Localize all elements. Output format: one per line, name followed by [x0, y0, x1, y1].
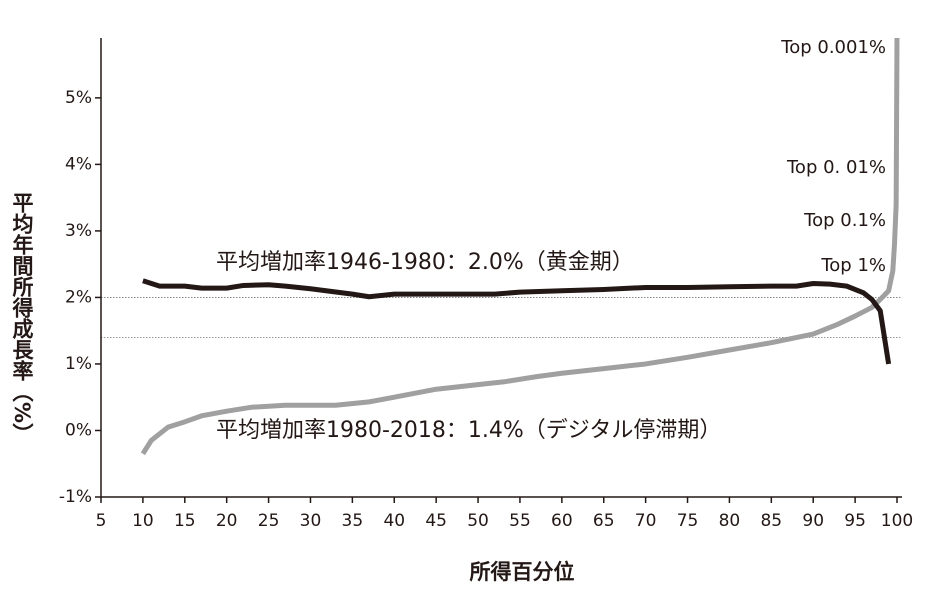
y-tick-label: 4% — [65, 154, 92, 174]
x-tick-label: 45 — [425, 511, 447, 531]
x-tick-label: 5 — [96, 511, 107, 531]
y-axis-label: 平均年間所得成長率（%） — [10, 192, 35, 444]
series-line — [142, 278, 892, 365]
x-tick-label: 70 — [635, 511, 657, 531]
x-tick-label: 35 — [342, 511, 364, 531]
x-tick-label: 40 — [383, 511, 405, 531]
annotation: Top 0.001% — [780, 37, 886, 58]
x-tick-label: 55 — [509, 511, 531, 531]
x-tick-label: 50 — [467, 511, 489, 531]
x-tick-label: 85 — [760, 511, 782, 531]
x-tick-label: 90 — [802, 511, 824, 531]
x-tick-label: 95 — [844, 511, 866, 531]
x-tick-label: 15 — [174, 511, 196, 531]
x-tick-label: 30 — [300, 511, 322, 531]
y-tick-label: 1% — [65, 354, 92, 374]
x-tick-label: 20 — [216, 511, 238, 531]
y-tick-label: 3% — [65, 221, 92, 241]
x-tick-label: 60 — [551, 511, 573, 531]
y-tick-label: 5% — [65, 88, 92, 108]
y-tick-label: 0% — [65, 420, 92, 440]
annotation: Top 0. 01% — [786, 157, 886, 178]
x-tick-label: 80 — [719, 511, 741, 531]
x-tick-label: 100 — [881, 511, 913, 531]
annotation: 平均増加率1946-1980：2.0%（黄金期） — [216, 250, 634, 275]
y-tick-label: -1% — [59, 487, 92, 507]
series-line — [140, 37, 900, 456]
x-tick-label: 75 — [677, 511, 699, 531]
x-tick-label: 25 — [258, 511, 280, 531]
annotation: 平均増加率1980-2018：1.4%（デジタル停滞期） — [216, 418, 721, 443]
annotation: Top 1% — [820, 255, 886, 276]
x-axis-label: 所得百分位 — [470, 560, 575, 584]
x-tick-label: 10 — [132, 511, 154, 531]
x-tick-label: 65 — [593, 511, 615, 531]
annotation: Top 0.1% — [803, 210, 886, 231]
y-tick-label: 2% — [65, 287, 92, 307]
